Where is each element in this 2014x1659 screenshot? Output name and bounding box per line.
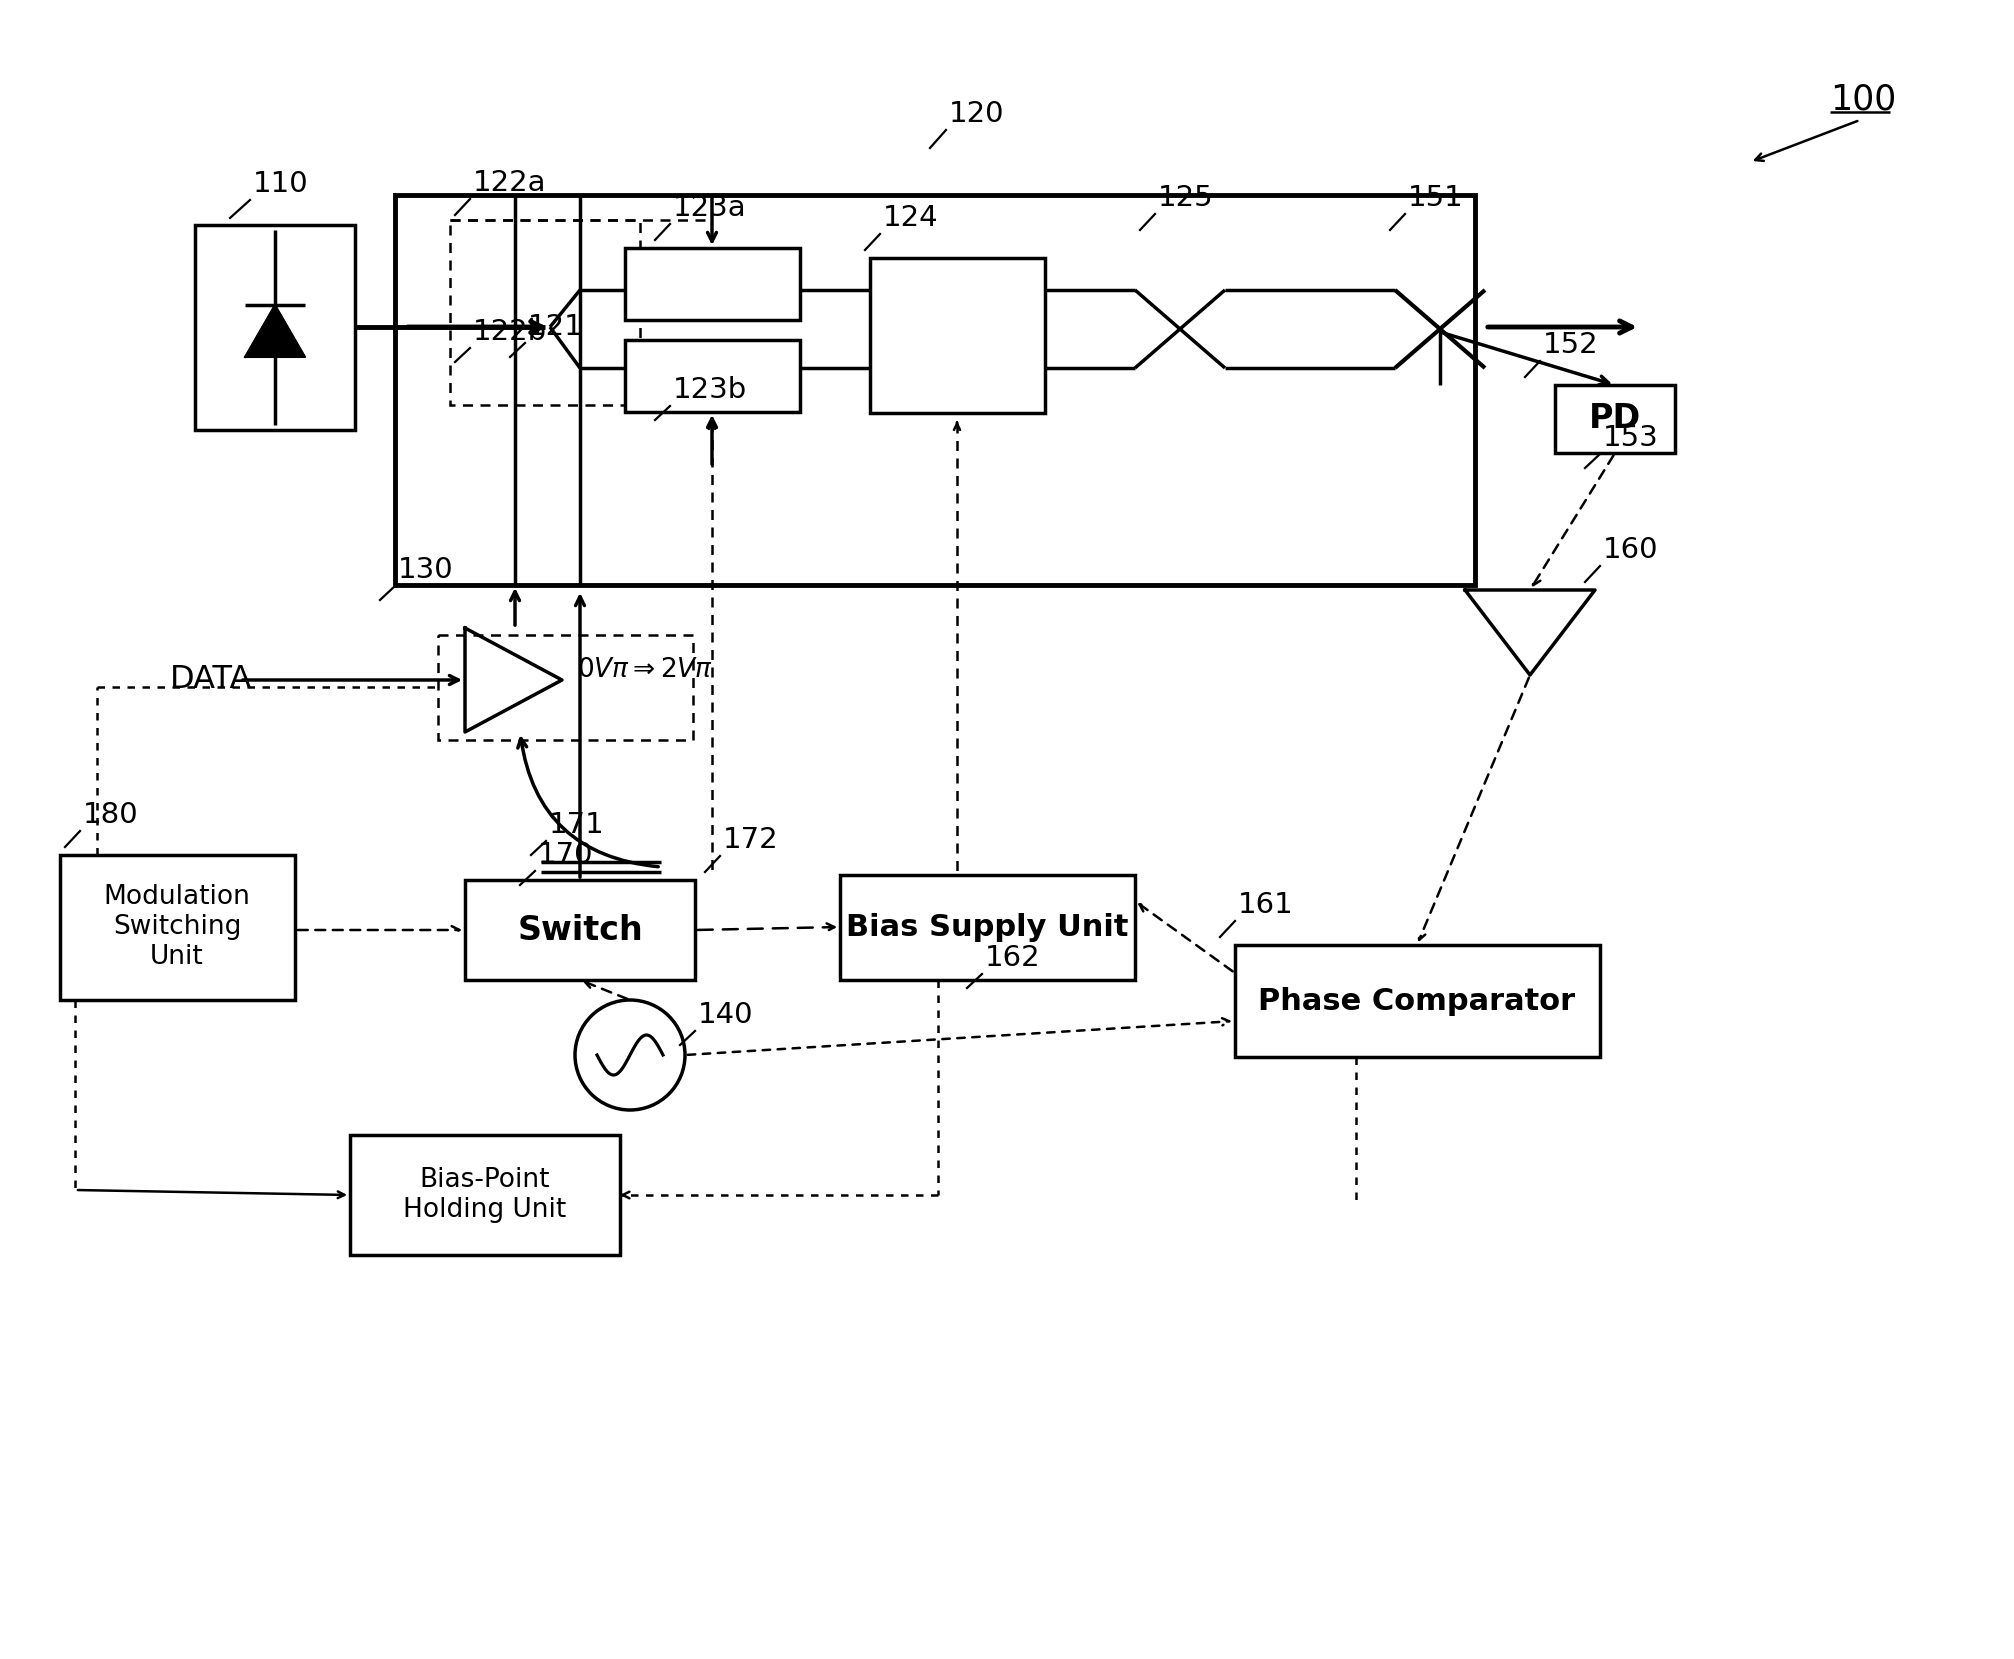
Text: 110: 110 (254, 169, 308, 197)
Text: 171: 171 (550, 811, 604, 839)
Text: PD: PD (1589, 403, 1641, 436)
Text: 120: 120 (949, 100, 1005, 128)
Text: 125: 125 (1158, 184, 1214, 212)
Bar (60, 854, 294, 1000)
Bar (870, 259, 1045, 413)
Text: 123b: 123b (673, 377, 747, 405)
Bar (1235, 946, 1599, 1057)
Text: Switch: Switch (518, 914, 642, 947)
Bar (1555, 385, 1676, 453)
Polygon shape (1464, 591, 1595, 675)
Text: 153: 153 (1603, 425, 1660, 451)
Text: 100: 100 (1831, 81, 1897, 116)
Bar (465, 879, 695, 980)
Text: 124: 124 (882, 204, 939, 232)
Text: 160: 160 (1603, 536, 1658, 564)
Text: 122b: 122b (473, 319, 548, 347)
Bar (395, 196, 1474, 586)
Text: DATA: DATA (169, 665, 252, 695)
Text: 180: 180 (83, 801, 139, 830)
Text: 172: 172 (723, 826, 779, 854)
Text: 140: 140 (699, 1000, 753, 1029)
Bar (624, 247, 800, 320)
Text: $0V\pi \Rightarrow 2V\pi$: $0V\pi \Rightarrow 2V\pi$ (576, 657, 713, 684)
Polygon shape (246, 305, 304, 357)
Text: 162: 162 (985, 944, 1041, 972)
Bar (624, 340, 800, 411)
Text: 122a: 122a (473, 169, 546, 197)
Text: 161: 161 (1239, 891, 1293, 919)
Text: Bias Supply Unit: Bias Supply Unit (846, 912, 1128, 942)
Text: Modulation
Switching
Unit: Modulation Switching Unit (103, 884, 250, 971)
Bar (437, 635, 693, 740)
Bar (840, 874, 1136, 980)
Bar (195, 226, 354, 430)
Text: 130: 130 (399, 556, 453, 584)
Text: 151: 151 (1408, 184, 1464, 212)
Text: 123a: 123a (673, 194, 747, 222)
Bar (350, 1135, 620, 1254)
Polygon shape (465, 629, 562, 732)
Text: Bias-Point
Holding Unit: Bias-Point Holding Unit (403, 1166, 566, 1223)
Text: 152: 152 (1543, 332, 1599, 358)
Text: Phase Comparator: Phase Comparator (1259, 987, 1575, 1015)
Text: 121: 121 (528, 314, 584, 342)
Bar (449, 221, 640, 405)
Text: 170: 170 (538, 841, 594, 869)
